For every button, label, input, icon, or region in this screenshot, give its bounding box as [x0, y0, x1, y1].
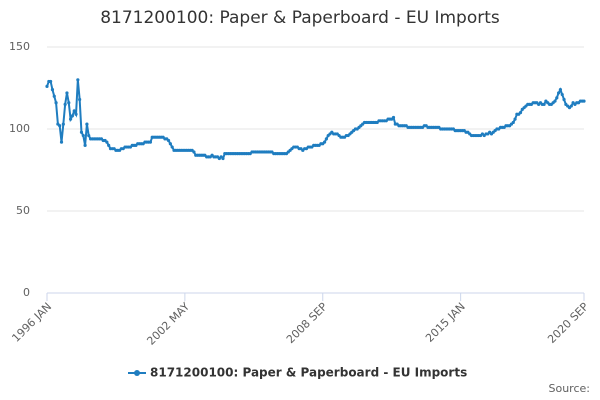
- point: [52, 94, 56, 98]
- x-tick-label: 2020 SEP: [545, 300, 591, 346]
- x-tick-label: 1996 JAN: [9, 300, 54, 345]
- point: [54, 101, 58, 105]
- point: [569, 104, 573, 108]
- point: [166, 138, 171, 143]
- point: [558, 88, 563, 92]
- point: [65, 91, 69, 95]
- point: [391, 115, 396, 120]
- x-tick-label: 2008 SEP: [284, 300, 330, 346]
- point: [49, 79, 53, 84]
- point: [63, 102, 67, 106]
- point: [67, 101, 71, 105]
- point: [582, 99, 586, 103]
- point: [221, 156, 225, 161]
- point: [148, 140, 153, 144]
- y-tick-label: 0: [23, 286, 30, 299]
- point: [557, 91, 561, 95]
- point: [85, 122, 89, 126]
- source: Source:: [549, 382, 591, 395]
- point: [542, 102, 546, 106]
- chart-title: 8171200100: Paper & Paperboard - EU Impo…: [100, 8, 500, 28]
- point: [168, 142, 172, 146]
- point: [83, 143, 87, 147]
- point: [68, 117, 73, 121]
- point: [170, 145, 174, 149]
- point: [562, 97, 566, 102]
- point: [560, 92, 564, 97]
- point: [87, 133, 91, 138]
- point: [513, 117, 517, 121]
- point: [74, 112, 78, 116]
- point: [61, 122, 65, 126]
- point: [78, 97, 82, 102]
- point: [76, 78, 80, 82]
- x-tick-label: 2015 JAN: [423, 300, 468, 345]
- point: [105, 140, 109, 144]
- point: [58, 124, 62, 128]
- point: [72, 109, 76, 113]
- x-tick-label: 2002 MAY: [144, 300, 192, 348]
- point: [322, 140, 327, 144]
- point: [553, 99, 557, 103]
- point: [59, 140, 64, 144]
- legend-marker: [134, 370, 140, 376]
- point: [192, 150, 196, 154]
- point: [79, 130, 84, 134]
- point: [511, 120, 515, 125]
- legend-label: 8171200100: Paper & Paperboard - EU Impo…: [150, 366, 467, 380]
- point: [70, 114, 74, 118]
- y-tick-label: 100: [9, 122, 30, 135]
- point: [107, 143, 111, 147]
- point: [45, 84, 49, 88]
- y-tick-label: 150: [9, 40, 30, 53]
- y-tick-label: 50: [16, 204, 30, 217]
- point: [50, 88, 55, 92]
- point: [555, 96, 559, 100]
- point: [324, 137, 328, 141]
- point: [518, 111, 523, 115]
- point: [81, 133, 85, 138]
